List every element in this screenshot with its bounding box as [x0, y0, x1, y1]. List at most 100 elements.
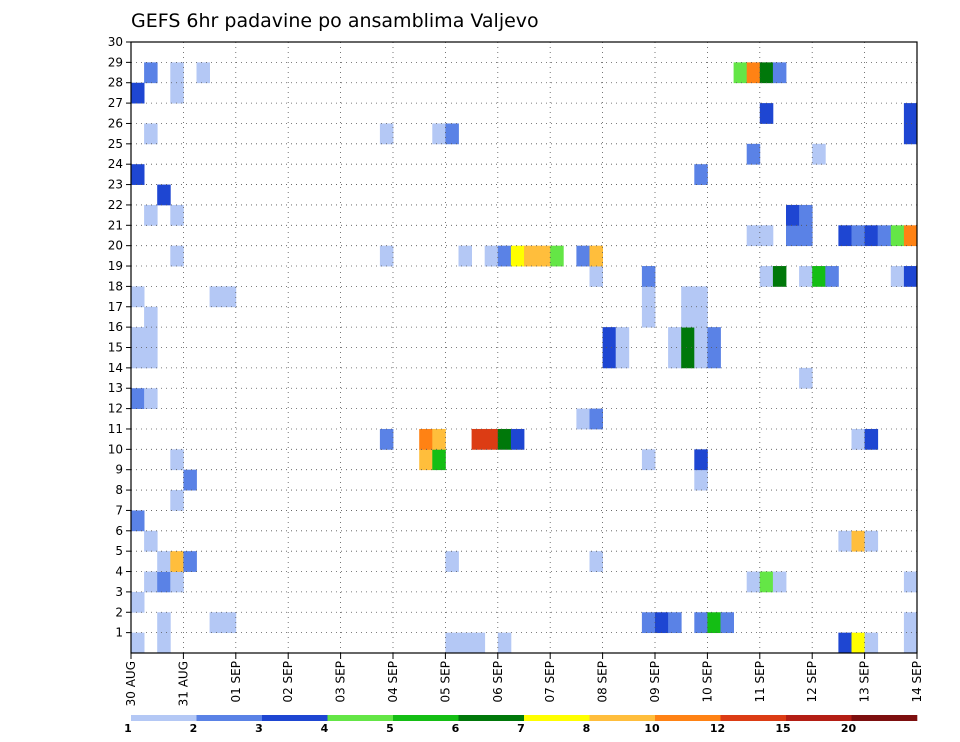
heatmap-cell	[445, 123, 459, 145]
colorbar-swatch	[131, 715, 197, 721]
colorbar-swatch	[851, 715, 918, 721]
heatmap-cell	[720, 612, 734, 634]
heatmap-cell	[170, 245, 184, 267]
heatmap-cell	[655, 612, 669, 634]
heatmap-cell	[170, 571, 184, 593]
colorbar-label: 1	[124, 722, 132, 735]
heatmap-cell	[510, 245, 525, 267]
heatmap-cell	[851, 530, 865, 552]
heatmap-cell	[576, 408, 590, 430]
y-tick-label: 11	[108, 422, 123, 436]
heatmap-cell	[157, 184, 171, 206]
heatmap-cell	[144, 123, 158, 145]
colorbar-label: 5	[386, 722, 394, 735]
plot-frame	[130, 41, 918, 654]
colorbar-label: 10	[644, 722, 660, 735]
x-axis: 30 AUG 31 AUG 01 SEP 02 SEP 03 SEP 04 SEP 05 S…	[124, 653, 924, 706]
heatmap-cell	[432, 123, 446, 145]
heatmap-cell	[144, 327, 158, 348]
heatmap-cell	[694, 286, 708, 308]
heatmap-cell	[144, 306, 158, 328]
heatmap-cell	[589, 266, 603, 287]
heatmap-cell	[903, 123, 918, 145]
x-tick-label: 09 SEP	[648, 661, 662, 703]
heatmap-cell	[471, 428, 486, 450]
colorbar-label: 15	[775, 722, 790, 735]
y-tick-label: 2	[115, 605, 123, 619]
y-tick-label: 25	[108, 137, 123, 151]
y-tick-label: 4	[115, 565, 123, 579]
heatmap-cell	[681, 306, 695, 328]
chart-title: GEFS 6hr padavine po ansamblima Valjevo	[131, 10, 539, 32]
heatmap-cell	[759, 103, 774, 124]
colorbar-swatch	[720, 715, 787, 721]
heatmap-cell	[812, 266, 826, 287]
y-tick-label: 5	[115, 544, 123, 558]
y-tick-label: 24	[108, 157, 123, 171]
heatmap-cell	[694, 327, 708, 348]
heatmap-cell	[589, 408, 603, 430]
heatmap-cell	[707, 612, 721, 634]
y-tick-label: 30	[108, 35, 123, 49]
heatmap-cell	[170, 551, 184, 572]
heatmap-cell	[131, 632, 145, 654]
heatmap-cell	[694, 449, 708, 471]
heatmap-cell	[799, 367, 813, 389]
y-tick-label: 20	[108, 239, 123, 253]
colorbar-swatch	[458, 715, 525, 721]
heatmap-cell	[144, 347, 158, 369]
heatmap-cell	[786, 225, 800, 247]
heatmap-cell	[681, 347, 695, 369]
y-tick-label: 19	[108, 259, 123, 273]
heatmap-cell	[537, 245, 551, 267]
heatmap-cell	[838, 632, 852, 654]
heatmap-cell	[641, 266, 656, 287]
colorbar-label: 6	[452, 722, 460, 735]
y-tick-label: 21	[108, 218, 123, 232]
heatmap-cell	[851, 428, 865, 450]
colorbar-label: 4	[321, 722, 329, 735]
heatmap-cell	[668, 327, 682, 348]
heatmap-cell	[209, 612, 224, 634]
y-tick-label: 15	[108, 341, 123, 355]
heatmap-cell	[838, 530, 852, 552]
colorbar-swatch	[589, 715, 656, 721]
heatmap-cell	[615, 347, 630, 369]
y-tick-label: 26	[108, 116, 123, 130]
heatmap-cell	[131, 591, 145, 613]
colorbar-label: 2	[190, 722, 198, 735]
heatmap-cell	[877, 225, 892, 247]
heatmap-cell	[786, 204, 800, 226]
heatmap-cell	[772, 571, 787, 593]
x-tick-label: 30 AUG	[124, 661, 138, 706]
heatmap-cell	[602, 327, 617, 348]
heatmap-cell	[497, 245, 512, 267]
heatmap-cell	[144, 388, 158, 409]
y-tick-label: 28	[108, 76, 123, 90]
heatmap-cell	[510, 428, 525, 450]
heatmap-cell	[576, 245, 590, 267]
heatmap-cell	[759, 62, 774, 84]
heatmap-cell	[864, 530, 879, 552]
heatmap-cell	[641, 449, 656, 471]
heatmap-cell	[550, 245, 564, 267]
y-tick-label: 17	[108, 300, 123, 314]
heatmap-cell	[131, 82, 145, 104]
heatmap-cell	[524, 245, 538, 267]
heatmap-cell	[484, 428, 499, 450]
colorbar-swatch	[196, 715, 263, 721]
x-tick-label: 10 SEP	[700, 661, 714, 703]
colorbar-label: 7	[517, 722, 525, 735]
y-axis: 1234567891011121314151617181920212223242…	[108, 35, 131, 640]
heatmap-cell	[864, 632, 879, 654]
colorbar-swatch	[655, 715, 721, 721]
heatmap-cell	[131, 286, 145, 308]
x-tick-label: 08 SEP	[596, 661, 610, 703]
heatmap-cell	[759, 225, 774, 247]
heatmap-cell	[379, 123, 394, 145]
heatmap-cell	[707, 327, 721, 348]
heatmap-cell	[432, 449, 446, 471]
heatmap-cell	[668, 612, 682, 634]
y-tick-label: 13	[108, 381, 123, 395]
grid-lines	[131, 42, 917, 653]
